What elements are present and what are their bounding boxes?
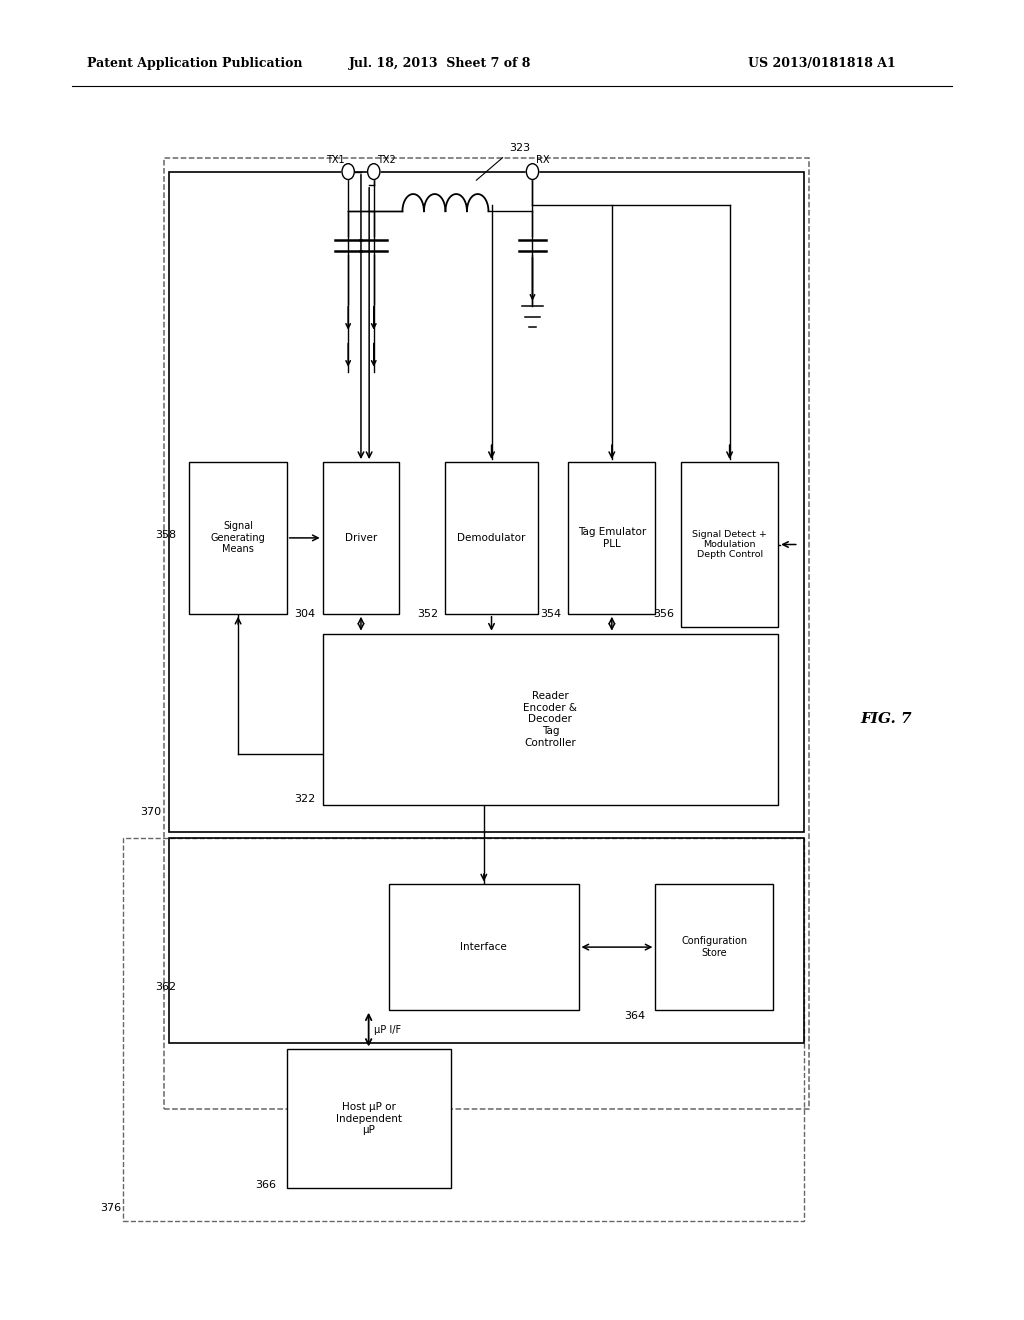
Text: US 2013/0181818 A1: US 2013/0181818 A1 bbox=[748, 57, 895, 70]
Text: FIG. 7: FIG. 7 bbox=[860, 713, 911, 726]
Text: Demodulator: Demodulator bbox=[458, 533, 525, 543]
Circle shape bbox=[342, 164, 354, 180]
FancyBboxPatch shape bbox=[445, 462, 538, 614]
FancyBboxPatch shape bbox=[389, 884, 579, 1010]
Text: Jul. 18, 2013  Sheet 7 of 8: Jul. 18, 2013 Sheet 7 of 8 bbox=[349, 57, 531, 70]
Circle shape bbox=[526, 164, 539, 180]
Text: 362: 362 bbox=[155, 982, 176, 993]
Text: 366: 366 bbox=[255, 1180, 276, 1191]
FancyBboxPatch shape bbox=[323, 634, 778, 805]
FancyBboxPatch shape bbox=[681, 462, 778, 627]
Text: Patent Application Publication: Patent Application Publication bbox=[87, 57, 302, 70]
Text: 354: 354 bbox=[540, 609, 561, 619]
Text: Signal
Generating
Means: Signal Generating Means bbox=[211, 521, 265, 554]
Text: 364: 364 bbox=[624, 1011, 645, 1022]
FancyBboxPatch shape bbox=[655, 884, 773, 1010]
Text: 358: 358 bbox=[155, 529, 176, 540]
Text: μP I/F: μP I/F bbox=[374, 1024, 400, 1035]
FancyBboxPatch shape bbox=[568, 462, 655, 614]
FancyBboxPatch shape bbox=[287, 1049, 451, 1188]
Text: Driver: Driver bbox=[345, 533, 377, 543]
Text: RX: RX bbox=[536, 154, 549, 165]
Text: Tag Emulator
PLL: Tag Emulator PLL bbox=[578, 527, 646, 549]
Text: Interface: Interface bbox=[461, 942, 507, 952]
Text: 322: 322 bbox=[294, 793, 315, 804]
FancyBboxPatch shape bbox=[189, 462, 287, 614]
Text: 352: 352 bbox=[417, 609, 438, 619]
Text: Host μP or
Independent
μP: Host μP or Independent μP bbox=[336, 1102, 401, 1135]
Text: Reader
Encoder &
Decoder
Tag
Controller: Reader Encoder & Decoder Tag Controller bbox=[523, 692, 578, 747]
FancyBboxPatch shape bbox=[323, 462, 399, 614]
Text: Configuration
Store: Configuration Store bbox=[681, 936, 748, 958]
Text: 323: 323 bbox=[509, 143, 530, 153]
Text: TX1: TX1 bbox=[327, 154, 345, 165]
Text: 304: 304 bbox=[294, 609, 315, 619]
Text: 370: 370 bbox=[140, 807, 162, 817]
Text: Signal Detect +
Modulation
Depth Control: Signal Detect + Modulation Depth Control bbox=[692, 529, 767, 560]
Circle shape bbox=[368, 164, 380, 180]
Text: 356: 356 bbox=[652, 609, 674, 619]
Text: 376: 376 bbox=[99, 1203, 121, 1213]
Text: TX2: TX2 bbox=[377, 154, 395, 165]
